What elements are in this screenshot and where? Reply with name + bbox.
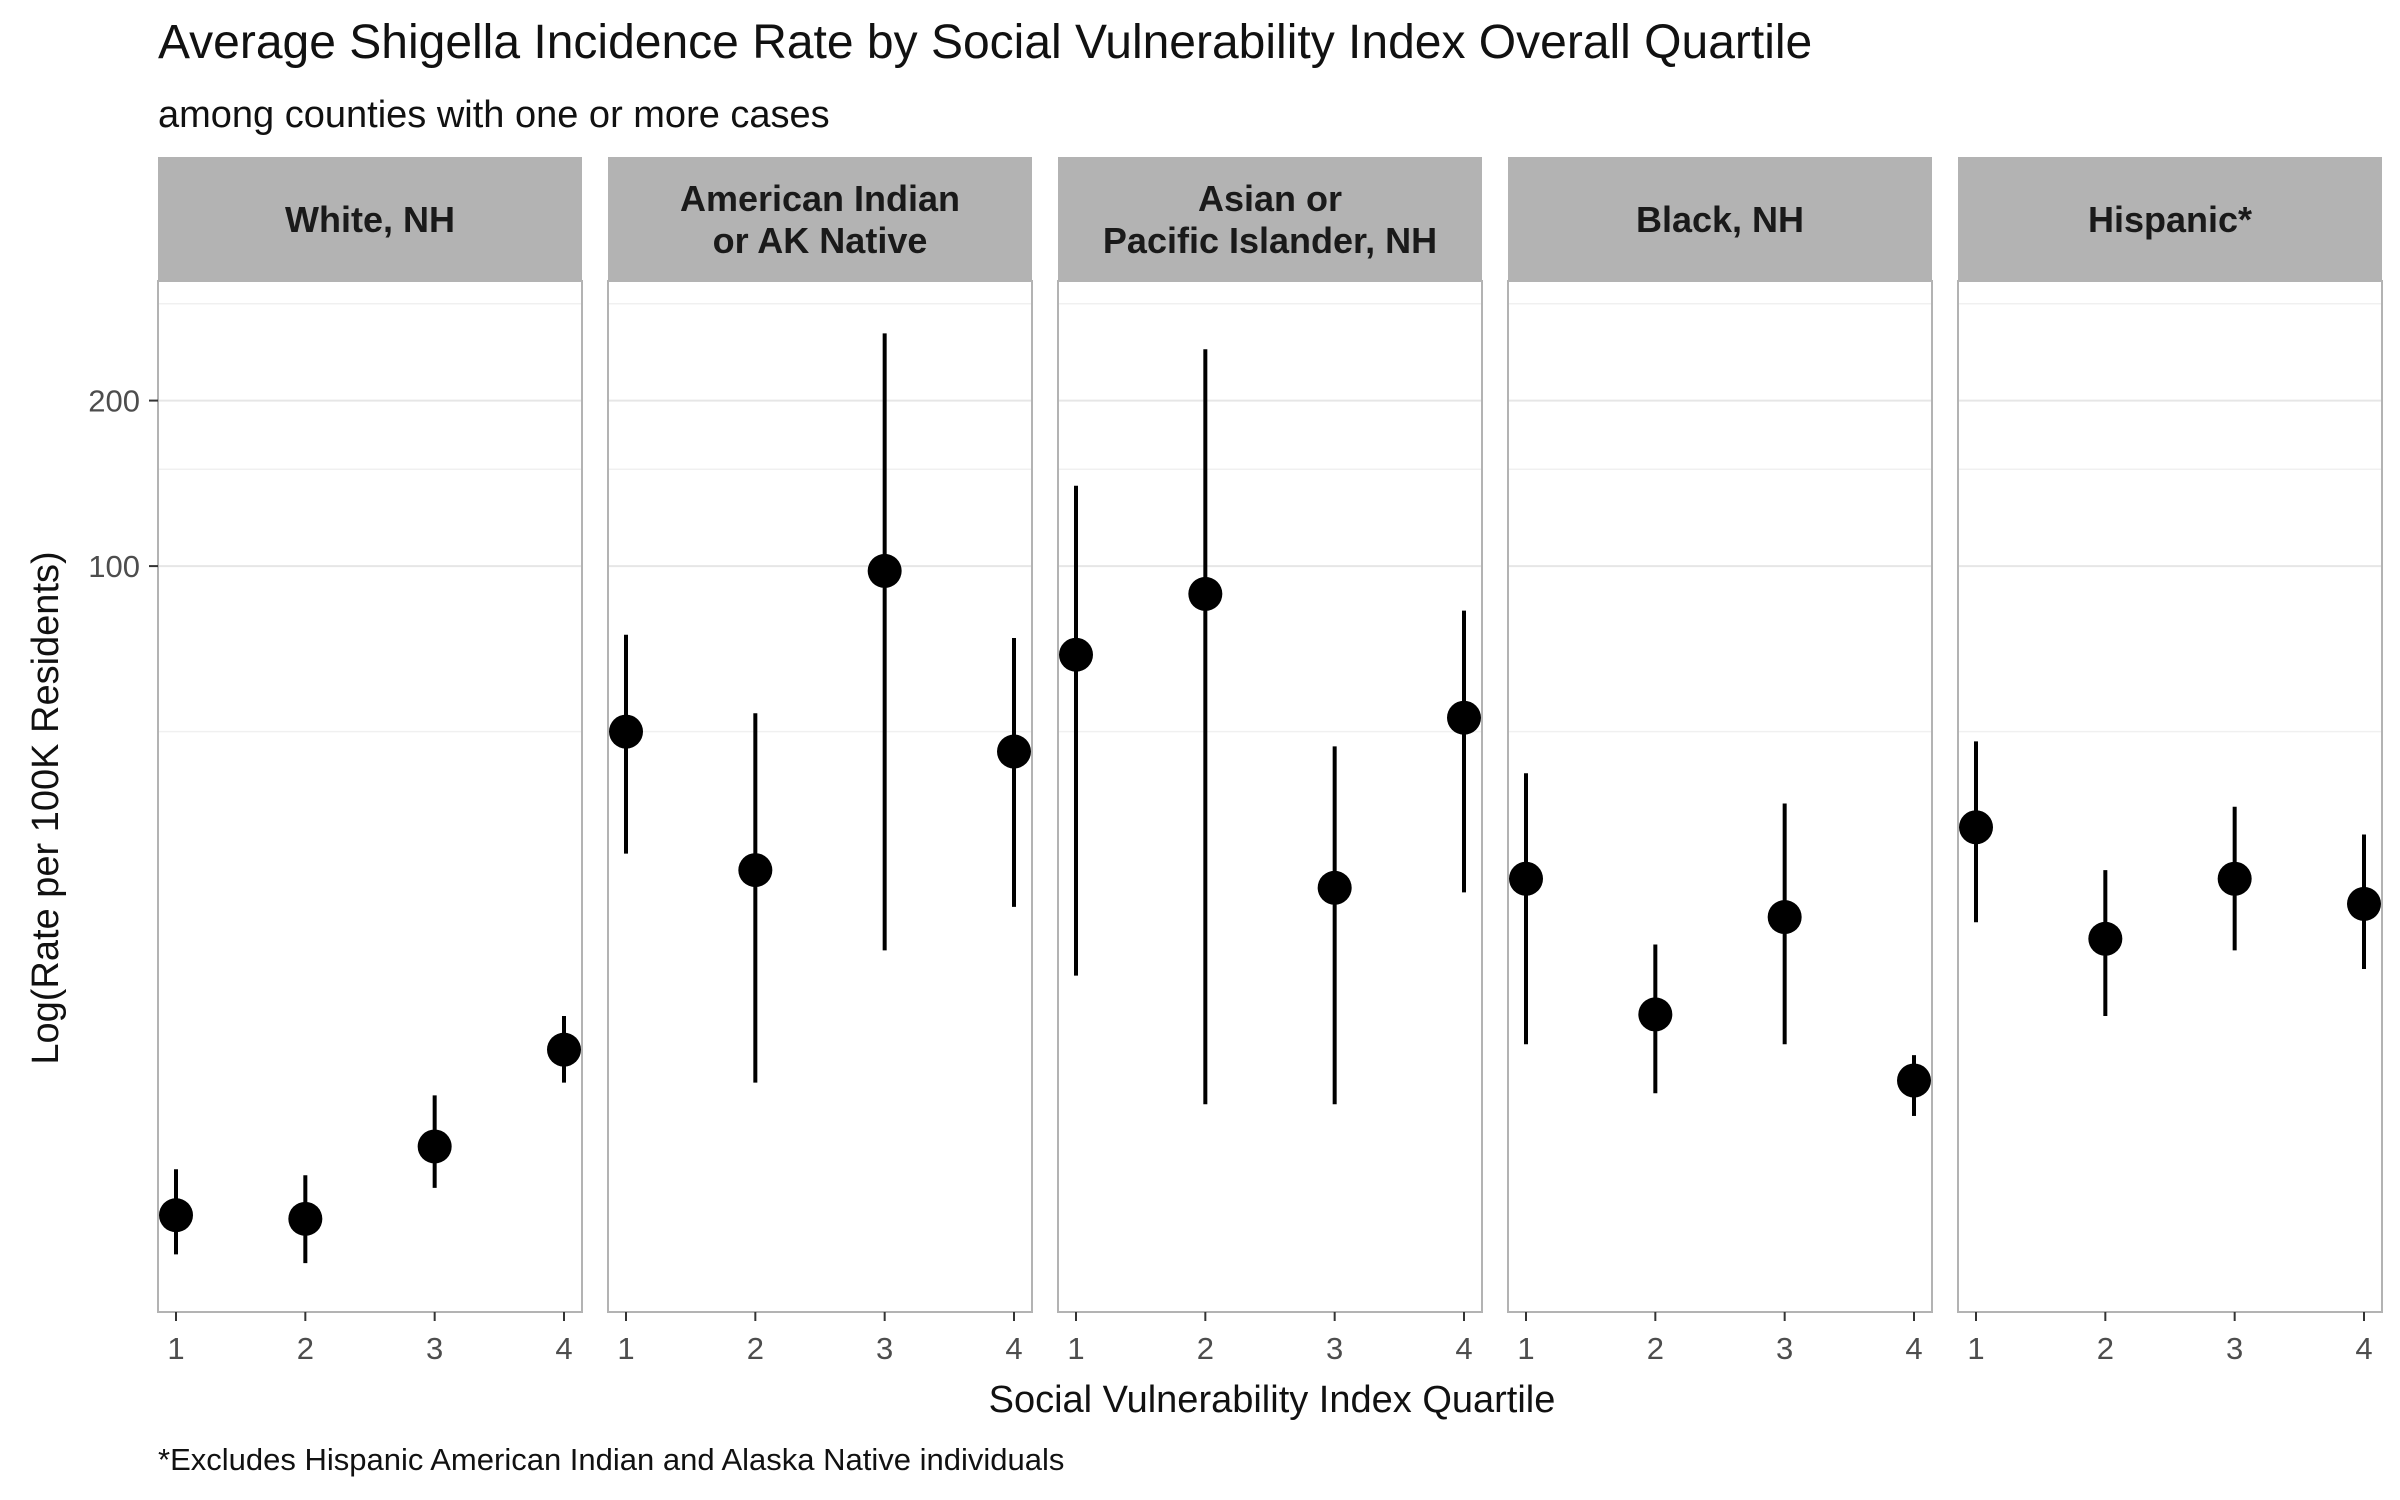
x-tick-label: 2: [747, 1331, 764, 1366]
data-point: [867, 553, 902, 588]
x-tick-label: 3: [876, 1331, 893, 1366]
data-point: [1059, 637, 1093, 672]
data-point: [417, 1129, 452, 1164]
x-tick-label: 4: [1455, 1331, 1472, 1366]
x-tick-label: 1: [1517, 1331, 1534, 1366]
facet-strip-label: Pacific Islander, NH: [1103, 220, 1437, 261]
data-point: [1897, 1063, 1931, 1098]
x-tick-label: 2: [297, 1331, 314, 1366]
x-tick-label: 2: [1197, 1331, 1214, 1366]
chart-subtitle: among counties with one or more cases: [158, 94, 830, 136]
panel-background: [608, 281, 1032, 1312]
data-point: [1959, 810, 1993, 845]
facet-panel: Black, NH 1 2 3 4: [1507, 157, 1933, 1366]
x-tick-label: 4: [555, 1331, 572, 1366]
x-tick-label: 4: [2355, 1331, 2372, 1366]
x-tick-label: 3: [1326, 1331, 1343, 1366]
x-tick-label: 1: [167, 1331, 184, 1366]
facet-strip: [158, 157, 582, 281]
data-point: [1447, 700, 1481, 735]
data-point: [1317, 870, 1352, 905]
x-tick-label: 1: [1067, 1331, 1084, 1366]
facet-strip: [1508, 157, 1932, 281]
data-point: [1509, 861, 1543, 896]
facet-panel: Hispanic* 1 2 3 4: [1957, 157, 2383, 1366]
x-tick-label: 2: [1647, 1331, 1664, 1366]
x-tick-label: 3: [426, 1331, 443, 1366]
data-point: [288, 1201, 323, 1236]
data-point: [547, 1032, 581, 1067]
data-point: [159, 1198, 193, 1233]
x-tick-label: 4: [1005, 1331, 1022, 1366]
facet-strip-label: Black, NH: [1636, 199, 1804, 240]
facet-strip: [608, 157, 1032, 281]
facet-strip: [1058, 157, 1482, 281]
data-point: [1188, 576, 1223, 611]
facet-strip-label: American Indian: [680, 178, 960, 219]
panel-background: [1958, 281, 2382, 1312]
x-tick-label: 2: [2097, 1331, 2114, 1366]
panel-background: [158, 281, 582, 1312]
data-point: [2217, 861, 2252, 896]
facet-strip-label: Asian or: [1198, 178, 1342, 219]
facet-strip-label: or AK Native: [713, 220, 928, 261]
x-tick-label: 1: [1967, 1331, 1984, 1366]
data-point: [2088, 921, 2123, 956]
data-point: [1638, 997, 1673, 1032]
chart-title: Average Shigella Incidence Rate by Socia…: [158, 16, 1812, 69]
panel-background: [1508, 281, 1932, 1312]
panel-background: [1058, 281, 1482, 1312]
data-point: [2347, 886, 2381, 921]
x-tick-label: 3: [1776, 1331, 1793, 1366]
facet-strip-label: White, NH: [285, 199, 455, 240]
y-axis: 100 200: [88, 384, 158, 584]
x-tick-label: 4: [1905, 1331, 1922, 1366]
chart-caption: *Excludes Hispanic American Indian and A…: [158, 1442, 1064, 1477]
facet-strip: [1958, 157, 2382, 281]
data-point: [609, 714, 643, 749]
x-tick-label: 1: [617, 1331, 634, 1366]
data-point: [997, 734, 1031, 769]
data-point: [1767, 900, 1802, 935]
y-axis-title: Log(Rate per 100K Residents): [25, 551, 67, 1064]
y-tick-label: 200: [88, 384, 140, 419]
facet-panel: White, NH 1 2 3 4: [157, 157, 583, 1366]
x-axis-title: Social Vulnerability Index Quartile: [989, 1379, 1556, 1421]
x-tick-label: 3: [2226, 1331, 2243, 1366]
y-tick-label: 100: [88, 549, 140, 584]
facet-strip-label: Hispanic*: [2088, 199, 2252, 240]
data-point: [738, 853, 773, 888]
